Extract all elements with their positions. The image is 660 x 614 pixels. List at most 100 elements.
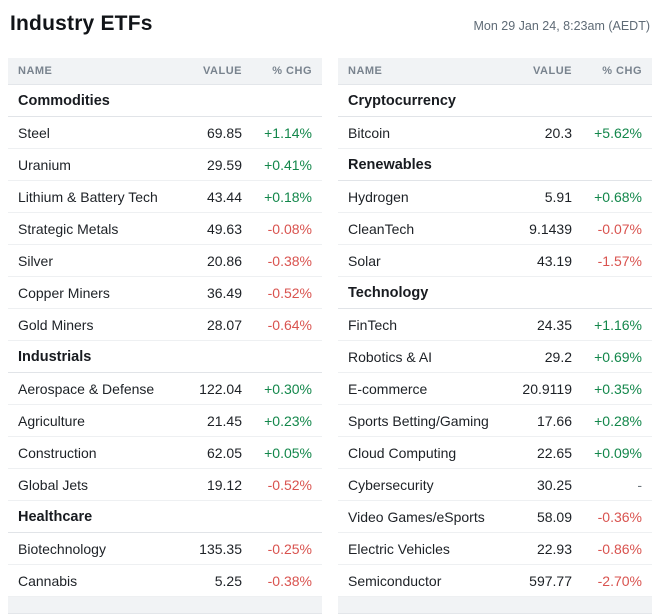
etf-row[interactable]: Global Jets 19.12 -0.52% (8, 469, 322, 501)
etf-change: -2.70% (597, 572, 642, 589)
etf-change: -0.64% (267, 316, 312, 333)
etf-row[interactable]: Silver 20.86 -0.38% (8, 245, 322, 277)
etf-row[interactable]: Hydrogen 5.91 +0.68% (338, 181, 652, 213)
section-label: Technology (348, 284, 429, 301)
etf-row[interactable]: Steel 69.85 +1.14% (8, 117, 322, 149)
etf-value: 36.49 (206, 284, 242, 301)
column-header-chg: % CHG (272, 65, 312, 77)
etf-value: 58.09 (536, 508, 572, 525)
etf-row[interactable]: Strategic Metals 49.63 -0.08% (8, 213, 322, 245)
etf-row[interactable]: Robotics & AI 29.2 +0.69% (338, 341, 652, 373)
etf-row[interactable]: CleanTech 9.1439 -0.07% (338, 213, 652, 245)
etf-row[interactable]: Electric Vehicles 22.93 -0.86% (338, 533, 652, 565)
etf-row[interactable]: Biotechnology 135.35 -0.25% (8, 533, 322, 565)
etf-value: 5.91 (544, 188, 572, 205)
etf-row[interactable]: Semiconductor 597.77 -2.70% (338, 565, 652, 597)
etf-row[interactable]: Bitcoin 20.3 +5.62% (338, 117, 652, 149)
etf-change: +0.68% (594, 188, 642, 205)
etf-change: -0.38% (267, 572, 312, 589)
etf-row[interactable]: Construction 62.05 +0.05% (8, 437, 322, 469)
topbar: Industry ETFs Mon 29 Jan 24, 8:23am (AED… (8, 10, 652, 46)
etf-row[interactable]: Agriculture 21.45 +0.23% (8, 405, 322, 437)
etf-change: -0.86% (597, 540, 642, 557)
section-label: Cryptocurrency (348, 92, 456, 109)
etf-change: +1.14% (264, 124, 312, 141)
etf-change: +0.18% (264, 188, 312, 205)
etf-name: Hydrogen (348, 188, 409, 205)
etf-value: 43.44 (206, 188, 242, 205)
etf-name: Cybersecurity (348, 476, 434, 493)
table-header-row: NAME VALUE % CHG (338, 58, 652, 85)
etf-change: +1.16% (594, 316, 642, 333)
etf-change: - (637, 476, 642, 493)
etf-row[interactable]: Video Games/eSports 58.09 -0.36% (338, 501, 652, 533)
etf-row[interactable]: Aerospace & Defense 122.04 +0.30% (8, 373, 322, 405)
etf-value: 22.65 (536, 444, 572, 461)
etf-name: Uranium (18, 156, 71, 173)
section-header-commodities: Commodities (8, 85, 322, 117)
etf-change: +0.30% (264, 380, 312, 397)
etf-row[interactable]: Lithium & Battery Tech 43.44 +0.18% (8, 181, 322, 213)
section-header-healthcare: Healthcare (8, 501, 322, 533)
etf-change: +0.09% (594, 444, 642, 461)
etf-name: Steel (18, 124, 50, 141)
etf-name: Solar (348, 252, 381, 269)
etf-value: 49.63 (206, 220, 242, 237)
etf-row[interactable]: Uranium 29.59 +0.41% (8, 149, 322, 181)
etf-name: Lithium & Battery Tech (18, 188, 158, 205)
etf-row[interactable]: Cloud Computing 22.65 +0.09% (338, 437, 652, 469)
etf-row[interactable]: Cannabis 5.25 -0.38% (8, 565, 322, 597)
etf-name: Strategic Metals (18, 220, 119, 237)
etf-value: 5.25 (214, 572, 242, 589)
section-label: Commodities (18, 92, 110, 109)
etf-value: 122.04 (199, 380, 242, 397)
next-section-partial (8, 597, 322, 614)
column-header-name: NAME (18, 65, 53, 77)
etf-change: +5.62% (594, 124, 642, 141)
etf-change: +0.41% (264, 156, 312, 173)
right-table: NAME VALUE % CHG Cryptocurrency Bitcoin 20… (338, 58, 652, 614)
page-title: Industry ETFs (10, 12, 153, 35)
etf-change: -0.25% (267, 540, 312, 557)
etf-value: 69.85 (206, 124, 242, 141)
etf-name: Electric Vehicles (348, 540, 450, 557)
etf-value: 24.35 (536, 316, 572, 333)
etf-value: 28.07 (206, 316, 242, 333)
etf-value: 22.93 (536, 540, 572, 557)
etf-row[interactable]: Gold Miners 28.07 -0.64% (8, 309, 322, 341)
etf-value: 29.59 (206, 156, 242, 173)
etf-change: +0.69% (594, 348, 642, 365)
etf-name: Agriculture (18, 412, 85, 429)
etf-name: Video Games/eSports (348, 508, 485, 525)
section-header-cryptocurrency: Cryptocurrency (338, 85, 652, 117)
timestamp: Mon 29 Jan 24, 8:23am (AEDT) (473, 19, 650, 33)
etf-value: 17.66 (536, 412, 572, 429)
etf-name: Cloud Computing (348, 444, 457, 461)
etf-name: E-commerce (348, 380, 428, 397)
etf-row[interactable]: Cybersecurity 30.25 - (338, 469, 652, 501)
section-header-renewables: Renewables (338, 149, 652, 181)
etf-row[interactable]: Copper Miners 36.49 -0.52% (8, 277, 322, 309)
etf-value: 30.25 (536, 476, 572, 493)
column-header-value: VALUE (203, 65, 242, 77)
etf-name: CleanTech (348, 220, 415, 237)
etf-value: 62.05 (206, 444, 242, 461)
etf-row[interactable]: Sports Betting/Gaming 17.66 +0.28% (338, 405, 652, 437)
etf-row[interactable]: E-commerce 20.9119 +0.35% (338, 373, 652, 405)
etf-change: -0.38% (267, 252, 312, 269)
etf-row[interactable]: Solar 43.19 -1.57% (338, 245, 652, 277)
etf-name: Robotics & AI (348, 348, 433, 365)
etf-name: Biotechnology (18, 540, 106, 557)
etf-value: 9.1439 (529, 220, 572, 237)
column-header-value: VALUE (533, 65, 572, 77)
etf-change: -0.36% (597, 508, 642, 525)
etf-name: FinTech (348, 316, 398, 333)
etf-row[interactable]: FinTech 24.35 +1.16% (338, 309, 652, 341)
etf-value: 20.86 (206, 252, 242, 269)
etf-value: 21.45 (206, 412, 242, 429)
section-label: Industrials (18, 348, 92, 365)
etf-change: -0.08% (267, 220, 312, 237)
etf-name: Silver (18, 252, 54, 269)
etf-value: 43.19 (536, 252, 572, 269)
